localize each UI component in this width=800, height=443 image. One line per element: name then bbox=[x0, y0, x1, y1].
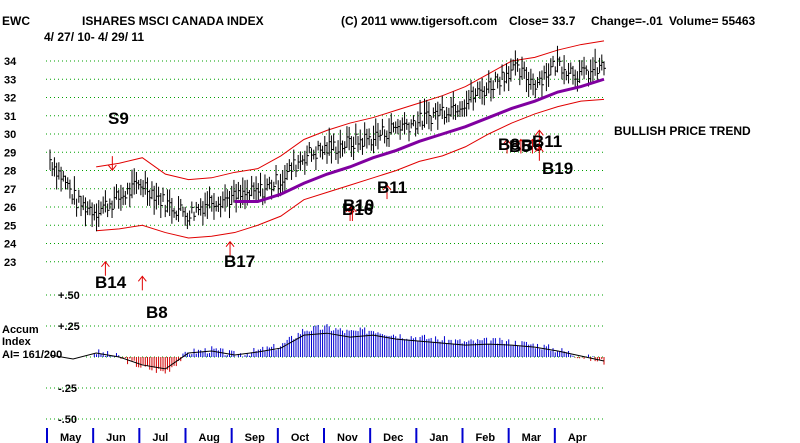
buy-arrowhead bbox=[502, 138, 512, 145]
y-tick-30: 30 bbox=[4, 129, 16, 141]
y-tick-labels: 23 24 25 26 27 28 29 30 31 32 33 34 bbox=[4, 56, 17, 269]
lower-band bbox=[96, 98, 605, 239]
upper-band bbox=[96, 40, 605, 181]
price-gridlines bbox=[46, 60, 604, 263]
close-value: Close= 33.7 bbox=[509, 14, 576, 28]
month-label-apr: Apr bbox=[568, 432, 588, 443]
indicator-name-2: Index bbox=[2, 336, 32, 348]
change-value: Change=-.01 bbox=[591, 14, 663, 28]
indicator-tick: +.25 bbox=[58, 321, 80, 333]
y-tick-32: 32 bbox=[4, 93, 16, 105]
month-label-mar: Mar bbox=[522, 432, 542, 443]
signal-label-b8: B8 bbox=[498, 135, 520, 154]
y-tick-34: 34 bbox=[4, 56, 17, 68]
month-label-jul: Jul bbox=[152, 432, 168, 443]
buy-arrowhead bbox=[137, 275, 147, 282]
buy-arrowhead bbox=[534, 145, 544, 153]
buy-arrowhead bbox=[348, 206, 357, 213]
ticker-label: EWC bbox=[2, 14, 30, 28]
chart-title: ISHARES MSCI CANADA INDEX bbox=[82, 14, 264, 28]
price-bars bbox=[49, 45, 606, 232]
y-tick-33: 33 bbox=[4, 74, 16, 86]
y-tick-25: 25 bbox=[4, 220, 16, 232]
month-label-nov: Nov bbox=[337, 432, 359, 443]
y-tick-26: 26 bbox=[4, 202, 16, 214]
indicator-tick: +.50 bbox=[58, 290, 80, 302]
y-tick-23: 23 bbox=[4, 257, 16, 269]
y-tick-28: 28 bbox=[4, 166, 16, 178]
buy-arrowhead bbox=[225, 240, 235, 247]
signal-label-b17: B17 bbox=[224, 252, 255, 271]
y-tick-24: 24 bbox=[4, 239, 17, 251]
month-label-dec: Dec bbox=[383, 432, 403, 443]
indicator-tick: -.50 bbox=[58, 414, 77, 426]
trend-label: BULLISH PRICE TREND bbox=[614, 124, 751, 138]
signal-label-b11: B11 bbox=[532, 132, 562, 151]
sell-arrowhead bbox=[107, 164, 117, 171]
signal-label-s9: S9 bbox=[108, 109, 129, 128]
signal-label-b10: B10 bbox=[343, 196, 374, 215]
moving-average-line bbox=[234, 77, 605, 204]
signal-label-b6: B6 bbox=[521, 136, 543, 155]
price-bands bbox=[96, 40, 605, 239]
buy-arrowhead bbox=[528, 138, 537, 145]
signal-label-b16: B16 bbox=[342, 200, 373, 219]
y-tick-29: 29 bbox=[4, 147, 16, 159]
date-range: 4/ 27/ 10- 4/ 29/ 11 bbox=[44, 30, 144, 44]
ai-value: AI= 161/200 bbox=[2, 349, 62, 361]
accum-index-panel: +.50 +.25 -.25 -.50 bbox=[46, 290, 605, 426]
buy-arrowhead bbox=[534, 129, 544, 136]
signal-label-b14: B14 bbox=[95, 273, 127, 292]
buy-arrowhead bbox=[516, 138, 526, 145]
copyright-text: (C) 2011 www.tigersoft.com bbox=[341, 14, 497, 28]
signal-label-b11: B11 bbox=[377, 178, 407, 197]
moving-average bbox=[234, 77, 605, 204]
month-label-oct: Oct bbox=[291, 432, 310, 443]
y-tick-31: 31 bbox=[4, 111, 16, 123]
indicator-tick: -.25 bbox=[58, 383, 77, 395]
y-tick-27: 27 bbox=[4, 184, 16, 196]
month-label-aug: Aug bbox=[199, 432, 220, 443]
signal-label-b19: B19 bbox=[542, 159, 573, 178]
month-label-jun: Jun bbox=[106, 432, 126, 443]
month-label-may: May bbox=[60, 432, 82, 443]
month-label-sep: Sep bbox=[245, 432, 265, 443]
signal-label-b5: B5 bbox=[509, 137, 531, 156]
volume-value: Volume= 55463 bbox=[669, 14, 755, 28]
buy-arrowhead bbox=[101, 260, 110, 268]
buy-arrowhead bbox=[382, 184, 392, 191]
signal-label-b8: B8 bbox=[146, 303, 168, 322]
indicator-ma-line bbox=[49, 332, 605, 370]
month-label-jan: Jan bbox=[429, 432, 448, 443]
month-label-feb: Feb bbox=[476, 432, 496, 443]
indicator-name: Accum bbox=[2, 324, 39, 336]
month-axis: May Jun Jul Aug Sep Oct Nov Dec Jan Feb Mar Apr bbox=[46, 428, 588, 443]
